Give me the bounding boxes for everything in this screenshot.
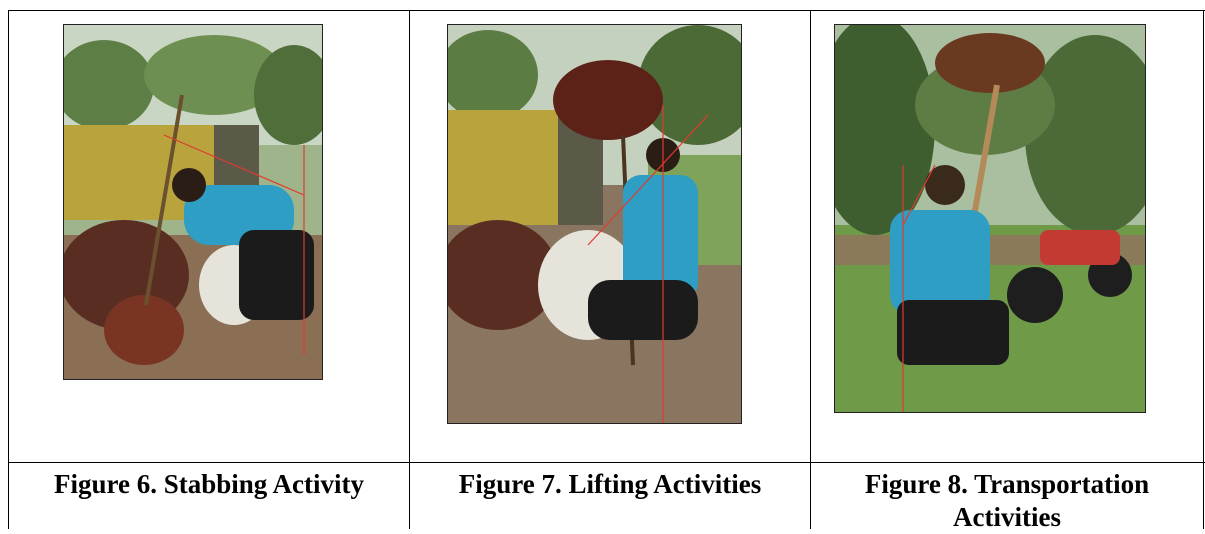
page: {"figures": [ {"caption": "Figure 6. Sta… — [0, 0, 1205, 529]
photo-transportation — [834, 24, 1146, 413]
table-border-top — [8, 10, 1205, 11]
figure-caption: Figure 7. Lifting Activities — [410, 468, 810, 501]
figure-caption: Figure 8. Transportation Activities — [811, 468, 1203, 534]
figure-caption: Figure 6. Stabbing Activity — [9, 468, 409, 501]
column-divider — [810, 10, 811, 529]
row-divider — [8, 462, 1205, 463]
column-divider — [409, 10, 410, 529]
photo-lifting — [447, 24, 742, 424]
table-border-left — [8, 10, 9, 529]
table-border-right — [1203, 10, 1204, 529]
photo-stabbing — [63, 24, 323, 380]
